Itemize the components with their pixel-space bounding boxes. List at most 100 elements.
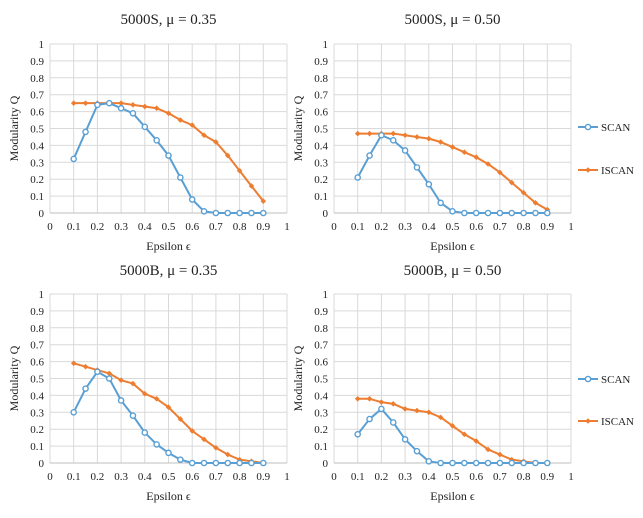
data-point-iscan <box>366 395 373 402</box>
data-point-scan <box>389 137 397 144</box>
chart-panel: 0 0.1 0.2 0.3 0.4 0.5 0.6 0.7 0.8 0.9 1 0 0.1 0.2 0.3 0… <box>291 263 574 503</box>
data-point-scan <box>425 180 433 188</box>
legend-marker-scan <box>584 375 592 383</box>
data-point-scan <box>389 419 397 426</box>
y-tick-label: 0.6 <box>314 107 328 119</box>
series-scan <box>70 99 267 217</box>
x-tick-label: 0.7 <box>209 221 223 233</box>
data-point-scan <box>165 449 172 457</box>
data-point-scan <box>200 459 208 467</box>
y-tick-label: 0 <box>39 208 45 220</box>
data-point-scan <box>472 459 480 467</box>
data-point-scan <box>117 397 125 404</box>
data-point-scan <box>449 208 456 215</box>
x-tick-label: 0.1 <box>67 471 81 483</box>
y-tick-label: 0.3 <box>314 407 328 419</box>
y-tick-label: 0.2 <box>314 424 328 436</box>
data-point-scan <box>259 209 267 217</box>
x-tick-label: 0.3 <box>398 471 412 483</box>
data-point-scan <box>188 196 196 203</box>
legend-bottom: SCAN ISCAN <box>578 374 634 428</box>
x-tick-label: 0.8 <box>233 471 247 483</box>
x-axis-label: Epsilon ϵ <box>430 239 475 253</box>
x-tick-label: 0.8 <box>233 221 247 233</box>
x-tick-label: 0.6 <box>469 471 483 483</box>
data-point-scan <box>401 147 409 154</box>
data-point-iscan <box>426 409 432 416</box>
x-tick-label: 0.7 <box>493 221 507 233</box>
y-tick-label: 0.8 <box>314 73 328 85</box>
data-point-scan <box>520 459 527 467</box>
y-tick-label: 0 <box>39 458 45 470</box>
data-point-iscan <box>201 132 207 139</box>
y-axis-label: Modularity Q <box>7 345 21 411</box>
data-point-scan <box>212 459 220 467</box>
data-point-scan <box>129 109 137 117</box>
x-tick-label: 0.6 <box>185 471 199 483</box>
data-point-iscan <box>70 100 77 106</box>
data-point-scan <box>354 430 362 438</box>
y-tick-label: 0.2 <box>314 174 328 186</box>
data-point-iscan <box>437 139 444 145</box>
data-point-iscan <box>236 456 243 463</box>
data-point-iscan <box>485 446 491 453</box>
x-tick-label: 0.5 <box>162 471 176 483</box>
x-tick-label: 0.4 <box>422 471 436 483</box>
data-point-scan <box>105 375 113 382</box>
x-tick-label: 0.9 <box>540 471 554 483</box>
y-tick-label: 0.2 <box>30 174 44 186</box>
y-tick-label: 0.7 <box>314 340 328 352</box>
y-tick-label: 0.6 <box>30 107 44 119</box>
data-point-iscan <box>414 134 420 140</box>
data-point-scan <box>472 209 480 217</box>
data-point-iscan <box>213 444 219 451</box>
data-point-iscan <box>142 390 148 397</box>
series-scan <box>354 131 551 217</box>
y-tick-label: 0 <box>323 458 329 470</box>
data-point-scan <box>177 456 184 463</box>
y-tick-label: 1 <box>39 289 45 301</box>
data-point-scan <box>105 99 113 107</box>
data-point-iscan <box>449 423 456 429</box>
data-point-scan <box>378 405 385 413</box>
x-tick-label: 0.5 <box>446 471 460 483</box>
data-point-iscan <box>224 451 231 458</box>
y-tick-label: 0.5 <box>30 124 44 136</box>
x-tick-label: 0.6 <box>185 221 199 233</box>
y-tick-label: 0.9 <box>314 306 328 318</box>
data-point-scan <box>224 459 232 467</box>
y-tick-label: 0.8 <box>30 73 44 85</box>
y-tick-label: 0.4 <box>30 390 44 402</box>
y-tick-label: 0.3 <box>30 157 44 169</box>
data-point-iscan <box>402 132 408 139</box>
chart-panel: 0 0.1 0.2 0.3 0.4 0.5 0.6 0.7 0.8 0.9 1 0 0.1 0.2 0.3 0… <box>7 12 290 253</box>
data-point-scan <box>508 459 516 467</box>
x-tick-label: 0.3 <box>114 471 128 483</box>
data-point-iscan <box>366 130 373 137</box>
series-iscan <box>70 360 267 466</box>
data-point-scan <box>94 368 101 376</box>
data-point-scan <box>496 459 504 467</box>
x-tick-label: 0.7 <box>493 471 507 483</box>
data-point-scan <box>188 459 196 467</box>
data-point-scan <box>366 415 373 423</box>
y-tick-label: 0.9 <box>314 56 328 68</box>
data-point-scan <box>117 104 125 112</box>
data-point-iscan <box>473 438 479 444</box>
y-tick-label: 0.3 <box>30 407 44 419</box>
data-point-iscan <box>508 179 515 186</box>
x-axis-label: Epsilon ϵ <box>146 489 191 503</box>
y-tick-label: 0.3 <box>314 157 328 169</box>
legend-item-iscan: ISCAN <box>578 416 634 428</box>
series-scan <box>70 368 267 467</box>
y-tick-label: 0.4 <box>314 140 328 152</box>
x-axis-label: Epsilon ϵ <box>430 489 475 503</box>
data-point-iscan <box>236 167 243 174</box>
x-tick-label: 0.7 <box>209 471 223 483</box>
x-tick-label: 0.3 <box>398 221 412 233</box>
y-tick-label: 0.5 <box>314 374 328 386</box>
y-tick-label: 1 <box>39 39 45 51</box>
chart-panel: 0 0.1 0.2 0.3 0.4 0.5 0.6 0.7 0.8 0.9 1 0 0.1 0.2 0.3 0… <box>291 12 574 253</box>
x-tick-label: 0 <box>47 471 53 483</box>
